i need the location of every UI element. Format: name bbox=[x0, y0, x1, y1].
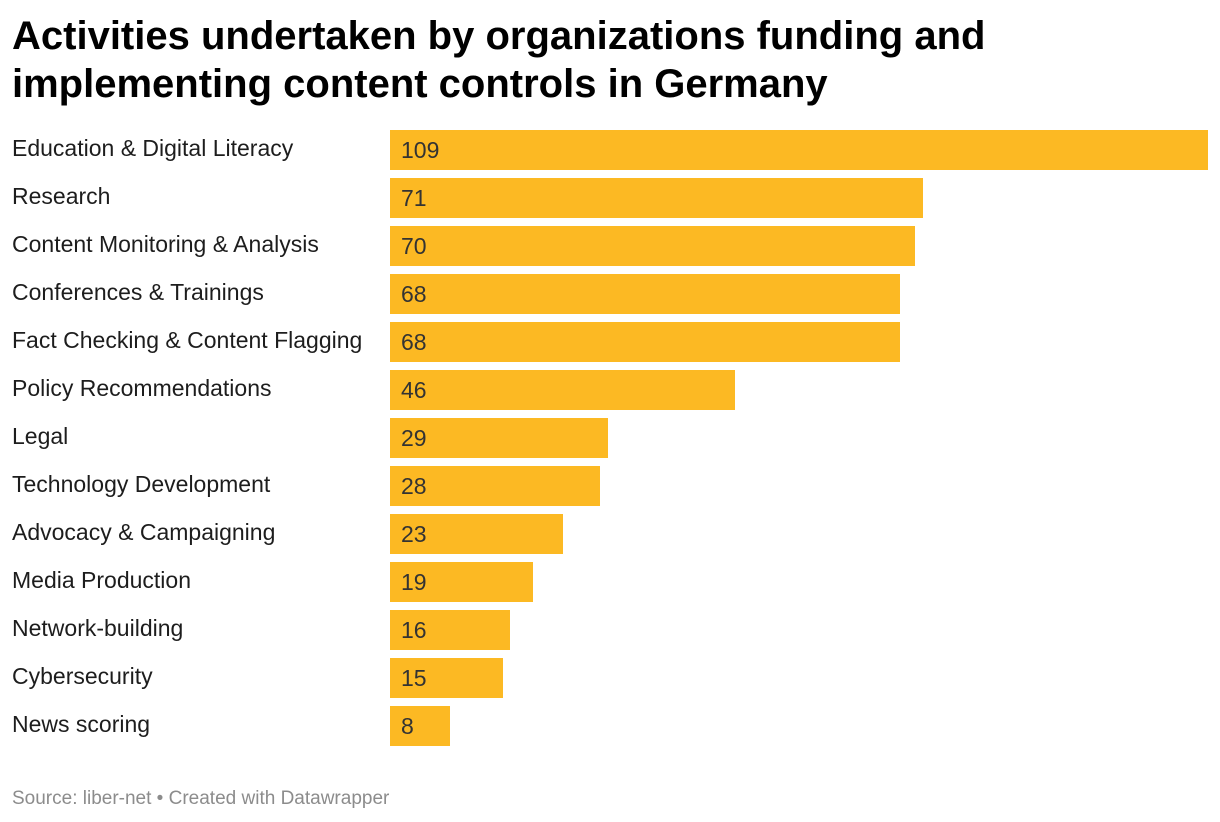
bar bbox=[390, 322, 900, 362]
category-label: Legal bbox=[12, 423, 69, 449]
category-label: Education & Digital Literacy bbox=[12, 135, 294, 161]
bar bbox=[390, 226, 915, 266]
bar bbox=[390, 130, 1208, 170]
bar-value-label: 68 bbox=[401, 329, 427, 355]
bar-row: Content Monitoring & Analysis 70 bbox=[0, 224, 1220, 266]
bar-value-label: 46 bbox=[401, 377, 427, 403]
bar-row: Research 71 bbox=[0, 176, 1220, 218]
category-label: Fact Checking & Content Flagging bbox=[12, 327, 363, 353]
bar-row: Policy Recommendations 46 bbox=[0, 368, 1220, 410]
category-label: Network-building bbox=[12, 615, 184, 641]
category-label: Advocacy & Campaigning bbox=[12, 519, 276, 545]
footer-separator: • bbox=[151, 788, 169, 809]
bar bbox=[390, 562, 533, 602]
bar bbox=[390, 418, 608, 458]
bar-row: Legal 29 bbox=[0, 416, 1220, 458]
bar bbox=[390, 658, 503, 698]
bar-row: Conferences & Trainings 68 bbox=[0, 272, 1220, 314]
bar bbox=[390, 514, 563, 554]
bar-row: Technology Development 28 bbox=[0, 464, 1220, 506]
bar-value-label: 70 bbox=[401, 233, 427, 259]
bar-row: Media Production 19 bbox=[0, 560, 1220, 602]
bar-value-label: 28 bbox=[401, 473, 427, 499]
bar-value-label: 16 bbox=[401, 617, 427, 643]
bar-value-label: 8 bbox=[401, 713, 414, 739]
category-label: Technology Development bbox=[12, 471, 271, 497]
bar-value-label: 71 bbox=[401, 185, 427, 211]
bar-chart: Education & Digital Literacy 109 Research 7… bbox=[0, 128, 1220, 758]
category-label: Cybersecurity bbox=[12, 663, 153, 689]
category-label: Conferences & Trainings bbox=[12, 279, 264, 305]
bar-value-label: 68 bbox=[401, 281, 427, 307]
bar-value-label: 29 bbox=[401, 425, 427, 451]
category-label: Research bbox=[12, 183, 111, 209]
source-text: Source: liber-net bbox=[12, 788, 152, 809]
bar-value-label: 23 bbox=[401, 521, 427, 547]
bar bbox=[390, 178, 923, 218]
bar bbox=[390, 274, 900, 314]
bar bbox=[390, 706, 450, 746]
credit-text: Created with Datawrapper bbox=[168, 788, 390, 809]
bar-value-label: 109 bbox=[401, 137, 440, 163]
chart-footer: Source: liber-net • Created with Datawra… bbox=[12, 786, 389, 812]
chart-title: Activities undertaken by organizations f… bbox=[12, 14, 986, 106]
category-label: Media Production bbox=[12, 567, 191, 593]
bar-value-label: 19 bbox=[401, 569, 427, 595]
category-label: Policy Recommendations bbox=[12, 375, 272, 401]
bar-row: News scoring 8 bbox=[0, 704, 1220, 746]
bar bbox=[390, 370, 735, 410]
bar-row: Network-building 16 bbox=[0, 608, 1220, 650]
bar bbox=[390, 610, 510, 650]
bar-value-label: 15 bbox=[401, 665, 427, 691]
bar-row: Fact Checking & Content Flagging 68 bbox=[0, 320, 1220, 362]
category-label: Content Monitoring & Analysis bbox=[12, 231, 319, 257]
bar bbox=[390, 466, 600, 506]
bar-row: Advocacy & Campaigning 23 bbox=[0, 512, 1220, 554]
bar-row: Cybersecurity 15 bbox=[0, 656, 1220, 698]
category-label: News scoring bbox=[12, 711, 151, 737]
bar-row: Education & Digital Literacy 109 bbox=[0, 128, 1220, 170]
